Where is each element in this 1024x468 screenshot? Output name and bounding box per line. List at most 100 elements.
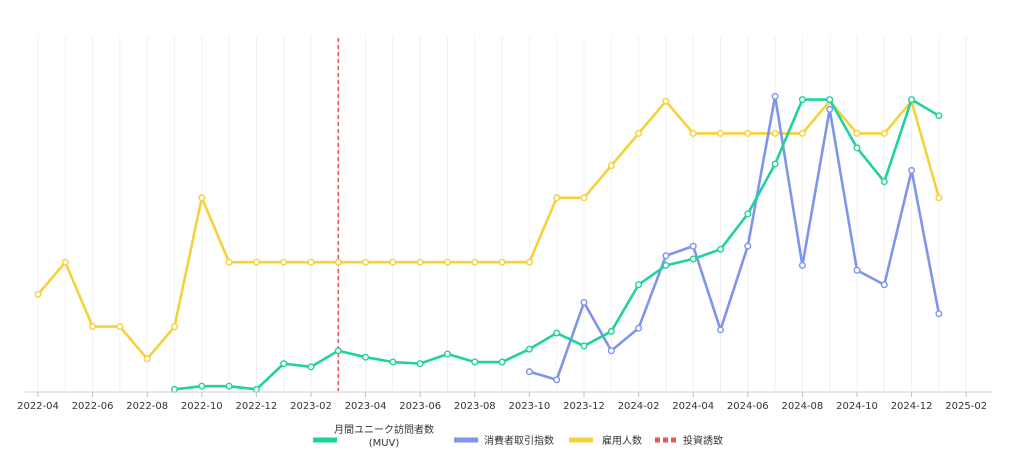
x-tick-label: 2022-06	[72, 401, 114, 412]
data-point	[580, 298, 588, 306]
legend-label-line: 消費者取引指数	[484, 434, 554, 447]
legend-item-employees: 雇用人数	[569, 434, 642, 447]
data-point	[662, 261, 670, 269]
data-point	[607, 162, 615, 170]
data-point	[771, 92, 779, 100]
data-point	[880, 178, 888, 186]
data-point	[662, 97, 670, 105]
data-point	[880, 129, 888, 137]
data-point	[498, 258, 506, 266]
data-point	[252, 385, 260, 393]
data-point	[880, 281, 888, 289]
legend-label: 月間ユニーク訪問者数 (MUV)	[334, 423, 434, 449]
data-point	[471, 358, 479, 366]
data-point	[635, 324, 643, 332]
data-point	[744, 242, 752, 250]
data-point	[389, 358, 397, 366]
legend-item-investment: 投資誘致	[655, 434, 723, 447]
x-tick-label: 2024-06	[727, 401, 769, 412]
consumer-index-series	[525, 92, 943, 384]
data-point	[525, 258, 533, 266]
data-point	[471, 258, 479, 266]
grid-layer	[37, 36, 967, 392]
data-point	[717, 245, 725, 253]
x-tick-label: 2023-04	[345, 401, 387, 412]
data-point	[935, 112, 943, 120]
legend-label-line: 雇用人数	[602, 434, 642, 447]
data-point	[225, 258, 233, 266]
data-point	[280, 258, 288, 266]
data-point	[252, 258, 260, 266]
data-point	[798, 129, 806, 137]
legend-label: 投資誘致	[683, 434, 723, 447]
data-point	[280, 360, 288, 368]
employees-series	[34, 97, 943, 363]
data-point	[607, 327, 615, 335]
data-point	[798, 96, 806, 104]
x-tick-label: 2025-02	[945, 401, 987, 412]
data-point	[853, 266, 861, 274]
data-point	[662, 252, 670, 260]
legend-item-consumer-index: 消費者取引指数	[454, 434, 554, 447]
data-point	[198, 382, 206, 390]
x-tick-label: 2024-08	[782, 401, 824, 412]
data-point	[225, 382, 233, 390]
data-point	[744, 210, 752, 218]
data-point	[580, 342, 588, 350]
data-point	[61, 258, 69, 266]
x-tick-label: 2024-10	[836, 401, 878, 412]
data-point	[416, 258, 424, 266]
data-point	[717, 326, 725, 334]
data-point	[717, 129, 725, 137]
legend-label-line: 月間ユニーク訪問者数	[334, 423, 434, 436]
data-point	[34, 290, 42, 298]
data-point	[580, 194, 588, 202]
x-tick-label: 2023-06	[399, 401, 441, 412]
data-point	[826, 96, 834, 104]
x-tick-label: 2024-12	[891, 401, 933, 412]
data-point	[908, 166, 916, 174]
data-point	[635, 281, 643, 289]
data-point	[307, 363, 315, 371]
data-point	[170, 385, 178, 393]
data-point	[170, 323, 178, 331]
legend-label-line: (MUV)	[369, 438, 400, 449]
data-point	[89, 323, 97, 331]
legend-item-muv: 月間ユニーク訪問者数 (MUV)	[313, 423, 434, 449]
consumer-index-series-line	[528, 95, 941, 382]
muv-series	[170, 96, 943, 393]
data-point	[334, 347, 342, 355]
x-tick-label: 2023-08	[454, 401, 496, 412]
data-point	[553, 329, 561, 337]
x-tick-label: 2024-02	[618, 401, 660, 412]
data-point	[744, 129, 752, 137]
data-point	[444, 350, 452, 358]
x-tick-label: 2024-04	[672, 401, 714, 412]
data-point	[416, 360, 424, 368]
data-point	[553, 194, 561, 202]
data-point	[798, 261, 806, 269]
x-tick-label: 2023-12	[563, 401, 605, 412]
data-point	[607, 347, 615, 355]
data-point	[853, 144, 861, 152]
data-point	[444, 258, 452, 266]
x-tick-label: 2023-02	[290, 401, 332, 412]
data-point	[771, 160, 779, 168]
data-point	[525, 345, 533, 353]
x-tick-label: 2022-10	[181, 401, 223, 412]
data-point	[362, 258, 370, 266]
data-point	[771, 129, 779, 137]
data-point	[908, 96, 916, 104]
data-point	[389, 258, 397, 266]
x-tick-label: 2022-12	[236, 401, 278, 412]
data-point	[689, 129, 697, 137]
data-point	[362, 353, 370, 361]
data-point	[935, 310, 943, 318]
data-point	[553, 376, 561, 384]
series-layer	[34, 92, 943, 393]
data-point	[116, 323, 124, 331]
legend-label: 消費者取引指数	[484, 434, 554, 447]
data-point	[525, 368, 533, 376]
